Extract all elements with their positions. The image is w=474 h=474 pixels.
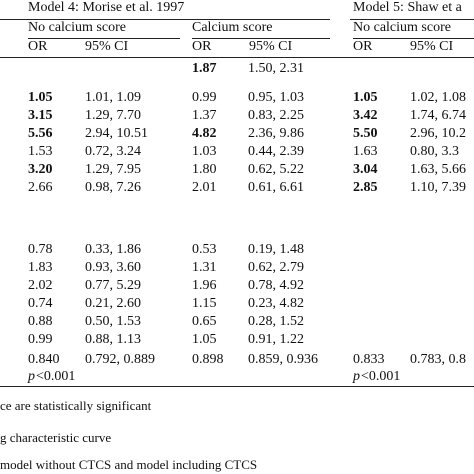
- footnote: ce are statistically significant: [0, 398, 152, 413]
- odds-ratio: 4.82: [192, 126, 217, 141]
- confidence-interval: 0.88, 1.13: [85, 332, 141, 347]
- confidence-interval: 0.23, 4.82: [248, 296, 304, 311]
- odds-ratio: 1.83: [28, 260, 53, 275]
- p-value: <0.001: [36, 369, 76, 384]
- footnote: g characteristic curve: [0, 430, 112, 445]
- odds-ratio: 5.56: [28, 126, 53, 141]
- group-header: Calcium score: [192, 20, 273, 35]
- confidence-interval: 0.33, 1.86: [85, 242, 141, 257]
- model-title: Model 5: Shaw et a: [353, 0, 462, 15]
- confidence-interval: 0.28, 1.52: [248, 314, 304, 329]
- confidence-interval: 1.74, 6.74: [410, 108, 466, 123]
- confidence-interval: 0.792, 0.889: [85, 352, 155, 367]
- group-header: No calcium score: [28, 20, 126, 35]
- confidence-interval: 0.859, 0.936: [248, 352, 318, 367]
- column-header: OR: [192, 39, 212, 54]
- confidence-interval: 0.77, 5.29: [85, 278, 141, 293]
- confidence-interval: 0.80, 3.3: [410, 144, 459, 159]
- odds-ratio: 2.85: [353, 180, 378, 195]
- odds-ratio: 1.80: [192, 162, 217, 177]
- confidence-interval: 0.95, 1.03: [248, 90, 304, 105]
- odds-ratio: 0.74: [28, 296, 53, 311]
- p-value: <0.001: [361, 369, 401, 384]
- confidence-interval: 0.72, 3.24: [85, 144, 141, 159]
- odds-ratio: 1.96: [192, 278, 217, 293]
- odds-ratio: 3.42: [353, 108, 378, 123]
- confidence-interval: 1.10, 7.39: [410, 180, 466, 195]
- confidence-interval: 0.83, 2.25: [248, 108, 304, 123]
- confidence-interval: 0.93, 3.60: [85, 260, 141, 275]
- footnote: model without CTCS and model including C…: [0, 457, 258, 472]
- column-header: 95% CI: [85, 39, 129, 54]
- odds-ratio: 3.15: [28, 108, 53, 123]
- column-header: OR: [353, 39, 373, 54]
- confidence-interval: 0.21, 2.60: [85, 296, 141, 311]
- odds-ratio: 0.78: [28, 242, 53, 257]
- odds-ratio: 1.15: [192, 296, 217, 311]
- group-header: No calcium score: [353, 20, 451, 35]
- odds-ratio: 1.05: [192, 332, 217, 347]
- confidence-interval: 1.50, 2.31: [248, 61, 304, 76]
- p-label: p: [28, 369, 35, 384]
- odds-ratio: 2.02: [28, 278, 53, 293]
- odds-ratio: 1.63: [353, 144, 378, 159]
- odds-ratio: 0.833: [353, 352, 385, 367]
- confidence-interval: 1.63, 5.66: [410, 162, 466, 177]
- confidence-interval: 0.61, 6.61: [248, 180, 304, 195]
- confidence-interval: 1.01, 1.09: [85, 90, 141, 105]
- odds-ratio: 5.50: [353, 126, 378, 141]
- odds-ratio: 0.53: [192, 242, 217, 257]
- rule: [28, 38, 180, 39]
- odds-ratio: 0.99: [192, 90, 217, 105]
- confidence-interval: 0.50, 1.53: [85, 314, 141, 329]
- column-header: 95% CI: [410, 39, 454, 54]
- confidence-interval: 0.19, 1.48: [248, 242, 304, 257]
- odds-ratio: 0.88: [28, 314, 53, 329]
- column-header: 95% CI: [249, 39, 293, 54]
- confidence-interval: 0.62, 2.79: [248, 260, 304, 275]
- rule: [350, 19, 474, 20]
- model-title: Model 4: Morise et al. 1997: [28, 0, 185, 15]
- confidence-interval: 1.29, 7.70: [85, 108, 141, 123]
- column-header: OR: [28, 39, 48, 54]
- confidence-interval: 1.29, 7.95: [85, 162, 141, 177]
- odds-ratio: 1.03: [192, 144, 217, 159]
- odds-ratio: 3.20: [28, 162, 53, 177]
- odds-ratio: 0.840: [28, 352, 60, 367]
- confidence-interval: 2.36, 9.86: [248, 126, 304, 141]
- rule: [0, 57, 474, 58]
- odds-ratio: 3.04: [353, 162, 378, 177]
- rule: [192, 38, 330, 39]
- odds-ratio: 1.31: [192, 260, 217, 275]
- odds-ratio: 0.65: [192, 314, 217, 329]
- p-label: p: [353, 369, 360, 384]
- confidence-interval: 0.62, 5.22: [248, 162, 304, 177]
- confidence-interval: 2.94, 10.51: [85, 126, 148, 141]
- confidence-interval: 2.96, 10.2: [410, 126, 466, 141]
- odds-ratio: 1.37: [192, 108, 217, 123]
- odds-ratio: 1.53: [28, 144, 53, 159]
- odds-ratio: 1.87: [192, 61, 217, 76]
- odds-ratio: 1.05: [353, 90, 378, 105]
- rule: [353, 38, 474, 39]
- odds-ratio: 0.898: [192, 352, 224, 367]
- confidence-interval: 1.02, 1.08: [410, 90, 466, 105]
- rule: [0, 386, 474, 387]
- confidence-interval: 0.783, 0.8: [410, 352, 466, 367]
- rule: [0, 19, 330, 20]
- confidence-interval: 0.91, 1.22: [248, 332, 304, 347]
- confidence-interval: 0.98, 7.26: [85, 180, 141, 195]
- odds-ratio: 2.01: [192, 180, 217, 195]
- confidence-interval: 0.78, 4.92: [248, 278, 304, 293]
- odds-ratio: 2.66: [28, 180, 53, 195]
- odds-ratio: 0.99: [28, 332, 53, 347]
- confidence-interval: 0.44, 2.39: [248, 144, 304, 159]
- odds-ratio: 1.05: [28, 90, 53, 105]
